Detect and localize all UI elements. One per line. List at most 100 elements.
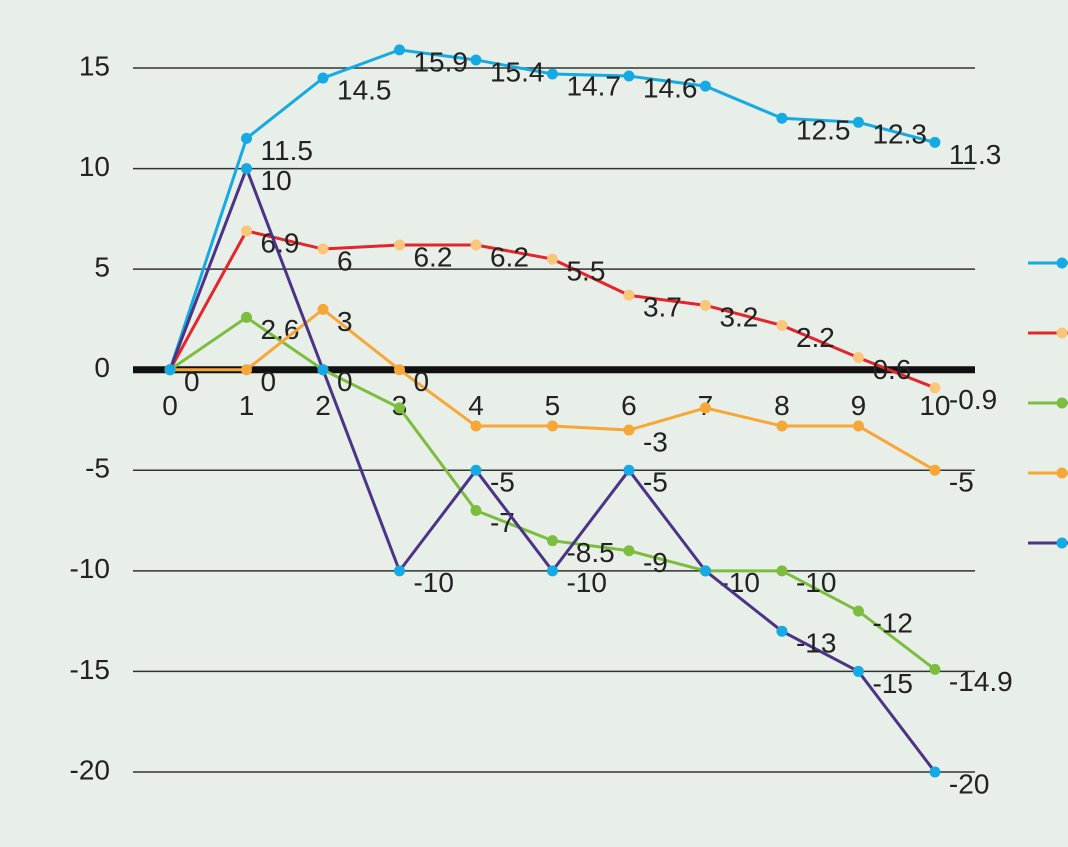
data-label: -10: [719, 567, 759, 598]
data-label: 11.5: [261, 135, 313, 166]
data-label: 0.6: [872, 354, 911, 385]
data-label: 5.5: [566, 255, 605, 286]
point: [776, 565, 788, 577]
y-tick-label: 0: [94, 352, 110, 383]
x-tick-label: 1: [239, 390, 255, 421]
point: [470, 505, 482, 517]
point: [470, 420, 482, 432]
data-label: 10: [261, 165, 292, 196]
data-label: 14.6: [643, 72, 698, 103]
x-tick-label: 2: [315, 390, 331, 421]
data-label: 14.5: [337, 74, 392, 105]
data-label: 15.4: [490, 56, 544, 87]
point: [317, 303, 329, 315]
data-label: -10: [796, 567, 836, 598]
point: [699, 80, 711, 92]
data-label: 6.2: [490, 241, 529, 272]
data-label: 12.5: [796, 115, 851, 146]
point: [852, 116, 864, 128]
data-label: -12: [872, 607, 912, 638]
y-tick-label: -10: [70, 553, 110, 584]
legend-marker: [1056, 467, 1068, 479]
data-label: -13: [796, 628, 836, 659]
legend-marker: [1056, 327, 1068, 339]
point: [929, 766, 941, 778]
data-label: -3: [643, 426, 668, 457]
point: [546, 253, 558, 265]
point: [393, 44, 405, 56]
legend-marker: [1056, 257, 1068, 269]
point: [623, 464, 635, 476]
point: [470, 239, 482, 251]
point: [623, 289, 635, 301]
data-label: -14.9: [949, 666, 1013, 697]
point: [929, 136, 941, 148]
point: [699, 402, 711, 414]
data-label: -5: [490, 467, 515, 498]
point: [929, 464, 941, 476]
point: [623, 424, 635, 436]
point: [164, 364, 176, 376]
y-tick-label: -5: [85, 453, 110, 484]
x-tick-label: 8: [774, 390, 790, 421]
point: [623, 545, 635, 557]
data-label: 2.2: [796, 322, 835, 353]
point: [470, 464, 482, 476]
data-label: 11.3: [949, 139, 1001, 170]
point: [317, 364, 329, 376]
data-label: 0: [413, 366, 429, 397]
data-label: 3: [337, 306, 353, 337]
data-label: 12.3: [872, 119, 927, 150]
y-tick-label: 10: [79, 151, 110, 182]
point: [929, 663, 941, 675]
data-label: -7: [490, 507, 515, 538]
data-label: 6.2: [413, 241, 452, 272]
y-tick-label: 15: [79, 50, 110, 81]
point: [929, 382, 941, 394]
point: [241, 163, 253, 175]
data-label: -5: [643, 467, 668, 498]
point: [241, 225, 253, 237]
data-label: 15.9: [413, 46, 468, 77]
point: [317, 243, 329, 255]
data-label: -15: [872, 668, 912, 699]
point: [776, 319, 788, 331]
data-label: -10: [413, 567, 453, 598]
y-tick-label: 5: [94, 252, 110, 283]
x-tick-label: 9: [851, 390, 867, 421]
point: [699, 299, 711, 311]
data-label: -10: [566, 567, 606, 598]
point: [241, 364, 253, 376]
data-label: -20: [949, 768, 989, 799]
data-label: -9: [643, 547, 668, 578]
point: [393, 565, 405, 577]
y-tick-label: -15: [70, 654, 110, 685]
point: [470, 54, 482, 66]
point: [776, 420, 788, 432]
data-label: 6: [337, 245, 353, 276]
data-label: -0.9: [949, 384, 997, 415]
x-tick-label: 10: [919, 390, 950, 421]
x-tick-label: 5: [545, 390, 561, 421]
x-tick-label: 0: [162, 390, 178, 421]
point: [241, 311, 253, 323]
point: [546, 68, 558, 80]
point: [623, 70, 635, 82]
point: [852, 605, 864, 617]
point: [393, 364, 405, 376]
data-label: -5: [949, 467, 974, 498]
legend-marker: [1056, 397, 1068, 409]
data-label: 0: [337, 366, 353, 397]
x-tick-label: 6: [621, 390, 637, 421]
point: [317, 72, 329, 84]
point: [776, 625, 788, 637]
data-label: 14.7: [566, 70, 621, 101]
data-label: 3.7: [643, 292, 682, 323]
point: [393, 402, 405, 414]
point: [393, 239, 405, 251]
legend-marker: [1056, 537, 1068, 549]
point: [546, 420, 558, 432]
data-label: 0: [184, 366, 200, 397]
point: [546, 565, 558, 577]
